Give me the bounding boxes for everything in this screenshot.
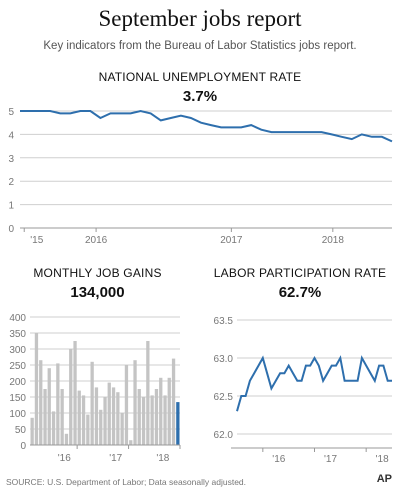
bar (69, 349, 73, 445)
job-gains-value: 134,000 (70, 284, 125, 301)
bar (146, 341, 150, 445)
bar (176, 402, 180, 445)
bar (150, 395, 154, 445)
bar (111, 387, 116, 445)
participation-title: LABOR PARTICIPATION RATE (213, 266, 387, 280)
bar (141, 397, 146, 445)
y-tick-label: 150 (9, 393, 26, 404)
participation-value: 62.7% (278, 284, 322, 301)
x-tick-label: '15 (30, 235, 43, 246)
job-gains-chart: 0 50 100 150 200 250 300 350 400 '16 '17 '18 (9, 313, 181, 464)
participation-chart: 62.0 62.5 63.0 63.5 '16 '17 '18 (214, 316, 392, 465)
page-subtitle: Key indicators from the Bureau of Labor … (43, 40, 357, 52)
y-tick-label: 62.5 (214, 392, 234, 403)
x-tick-label: '17 (109, 453, 122, 464)
bar (30, 417, 34, 445)
y-tick-label: 350 (9, 329, 26, 340)
y-tick-label: 4 (8, 130, 14, 141)
bar (56, 363, 60, 445)
y-tick-label: 2 (8, 177, 14, 188)
bar (120, 413, 124, 445)
unemployment-chart: 0 1 2 3 4 5 '15 2016 2017 2018 (8, 107, 393, 246)
unemployment-line (20, 109, 393, 143)
bar (34, 333, 39, 445)
bar (64, 433, 69, 445)
y-tick-label: 63.0 (214, 354, 234, 365)
y-tick-label: 3 (8, 154, 14, 165)
bar (103, 397, 107, 445)
y-tick-label: 63.5 (214, 316, 234, 327)
bar (124, 365, 129, 445)
y-tick-label: 1 (8, 201, 14, 212)
x-tick-label: '16 (58, 453, 71, 464)
x-tick-label: '16 (272, 454, 285, 465)
bar (39, 360, 43, 445)
y-tick-label: 50 (15, 425, 27, 436)
y-tick-label: 300 (9, 345, 26, 356)
x-tick-label: 2018 (322, 235, 345, 246)
bar (94, 387, 99, 445)
job-gains-title: MONTHLY JOB GAINS (33, 266, 162, 280)
bar (60, 389, 64, 445)
y-tick-label: 62.0 (214, 430, 234, 441)
bar (116, 392, 120, 445)
bar (137, 389, 141, 445)
x-tick-label: 2017 (220, 235, 243, 246)
bar (133, 360, 137, 445)
page-title: September jobs report (98, 6, 302, 31)
bar (77, 390, 81, 445)
bar (51, 411, 56, 445)
unemployment-title: NATIONAL UNEMPLOYMENT RATE (98, 70, 302, 84)
bar (73, 341, 77, 445)
y-tick-label: 0 (20, 441, 26, 452)
y-tick-label: 100 (9, 409, 26, 420)
y-tick-label: 400 (9, 313, 26, 324)
x-tick-label: '17 (324, 454, 337, 465)
x-tick-label: 2016 (85, 235, 108, 246)
y-tick-label: 0 (8, 224, 14, 235)
x-tick-label: '18 (156, 453, 169, 464)
bar (163, 395, 167, 445)
y-tick-label: 5 (8, 107, 14, 118)
y-tick-label: 200 (9, 377, 26, 388)
bar (47, 368, 51, 445)
bar (129, 440, 133, 445)
y-tick-label: 250 (9, 361, 26, 372)
source-note: SOURCE: U.S. Department of Labor; Data s… (6, 477, 247, 487)
bar (90, 361, 94, 445)
unemployment-value: 3.7% (182, 88, 218, 105)
participation-line (236, 355, 392, 412)
ap-logo: AP (376, 473, 392, 485)
bar (43, 389, 47, 445)
bar (159, 377, 163, 445)
bar (86, 414, 90, 445)
bar (167, 377, 171, 445)
bar (81, 395, 86, 445)
bar (171, 358, 176, 445)
bar (99, 409, 103, 445)
bar (107, 382, 111, 445)
bar (154, 389, 159, 445)
x-tick-label: '18 (376, 454, 389, 465)
